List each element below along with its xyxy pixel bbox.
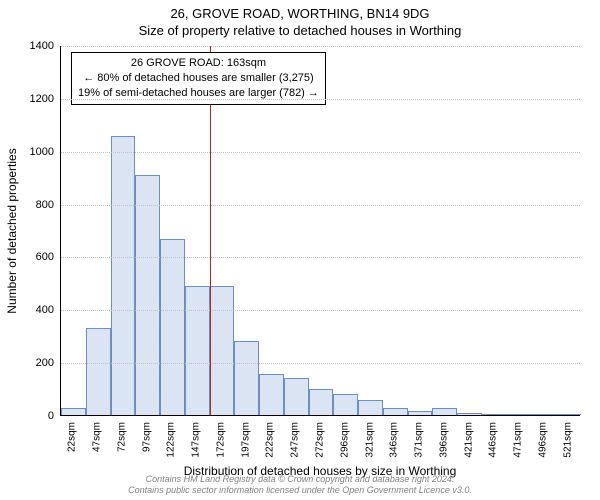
grid-line <box>61 205 580 206</box>
y-tick-label: 800 <box>14 199 54 211</box>
callout-line-1: 26 GROVE ROAD: 163sqm <box>78 56 319 71</box>
footer-line-2: Contains public sector information licen… <box>0 485 600 496</box>
histogram-bar <box>432 408 457 415</box>
x-tick-label: 197sqm <box>240 422 251 458</box>
x-tick-label: 222sqm <box>265 422 276 458</box>
y-tick-label: 200 <box>14 357 54 369</box>
x-tick-label: 122sqm <box>166 422 177 458</box>
histogram-bar <box>408 411 433 415</box>
histogram-bar <box>86 328 111 415</box>
histogram-bar <box>111 136 136 415</box>
plot-region: 26 GROVE ROAD: 163sqm ← 80% of detached … <box>60 46 580 416</box>
callout-line-2: ← 80% of detached houses are smaller (3,… <box>78 71 319 86</box>
page-title-line1: 26, GROVE ROAD, WORTHING, BN14 9DG <box>0 0 600 21</box>
histogram-bar <box>135 175 160 416</box>
histogram-bar <box>556 414 581 415</box>
x-tick-label: 72sqm <box>116 422 127 452</box>
grid-line <box>61 257 580 258</box>
histogram-chart: Number of detached properties 26 GROVE R… <box>60 46 580 416</box>
x-tick-label: 521sqm <box>562 422 573 458</box>
y-tick-label: 1200 <box>14 93 54 105</box>
y-tick-label: 1400 <box>14 40 54 52</box>
x-tick-label: 371sqm <box>414 422 425 458</box>
x-tick-label: 446sqm <box>488 422 499 458</box>
x-tick-label: 471sqm <box>513 422 524 458</box>
histogram-bar <box>333 394 358 415</box>
grid-line <box>61 310 580 311</box>
y-axis-label: Number of detached properties <box>5 148 19 313</box>
grid-line <box>61 363 580 364</box>
grid-line <box>61 152 580 153</box>
x-tick-label: 47sqm <box>92 422 103 452</box>
histogram-bar <box>531 414 556 415</box>
histogram-bar <box>309 389 334 415</box>
histogram-bar <box>259 374 284 415</box>
x-tick-label: 321sqm <box>364 422 375 458</box>
x-tick-label: 97sqm <box>141 422 152 452</box>
histogram-bar <box>507 414 532 415</box>
x-tick-label: 247sqm <box>290 422 301 458</box>
y-tick-label: 1000 <box>14 146 54 158</box>
footer-line-1: Contains HM Land Registry data © Crown c… <box>0 474 600 485</box>
property-callout-box: 26 GROVE ROAD: 163sqm ← 80% of detached … <box>71 52 326 105</box>
histogram-bar <box>457 413 482 415</box>
y-tick-label: 600 <box>14 251 54 263</box>
histogram-bar <box>185 286 210 416</box>
x-tick-label: 421sqm <box>463 422 474 458</box>
x-tick-label: 272sqm <box>315 422 326 458</box>
histogram-bar <box>160 239 185 415</box>
page-title-line2: Size of property relative to detached ho… <box>0 21 600 38</box>
grid-line <box>61 99 580 100</box>
x-tick-label: 396sqm <box>438 422 449 458</box>
grid-line <box>61 46 580 47</box>
histogram-bar <box>234 341 259 415</box>
histogram-bar <box>358 400 383 415</box>
footer-attribution: Contains HM Land Registry data © Crown c… <box>0 474 600 497</box>
histogram-bar <box>61 408 86 415</box>
histogram-bar <box>210 286 235 416</box>
x-tick-label: 496sqm <box>537 422 548 458</box>
histogram-bar <box>482 414 507 415</box>
x-tick-label: 147sqm <box>191 422 202 458</box>
histogram-bar <box>284 378 309 415</box>
x-tick-label: 22sqm <box>67 422 78 452</box>
x-tick-label: 346sqm <box>389 422 400 458</box>
x-tick-label: 172sqm <box>215 422 226 458</box>
y-tick-label: 400 <box>14 304 54 316</box>
y-tick-label: 0 <box>14 410 54 422</box>
histogram-bar <box>383 408 408 415</box>
x-tick-label: 296sqm <box>339 422 350 458</box>
